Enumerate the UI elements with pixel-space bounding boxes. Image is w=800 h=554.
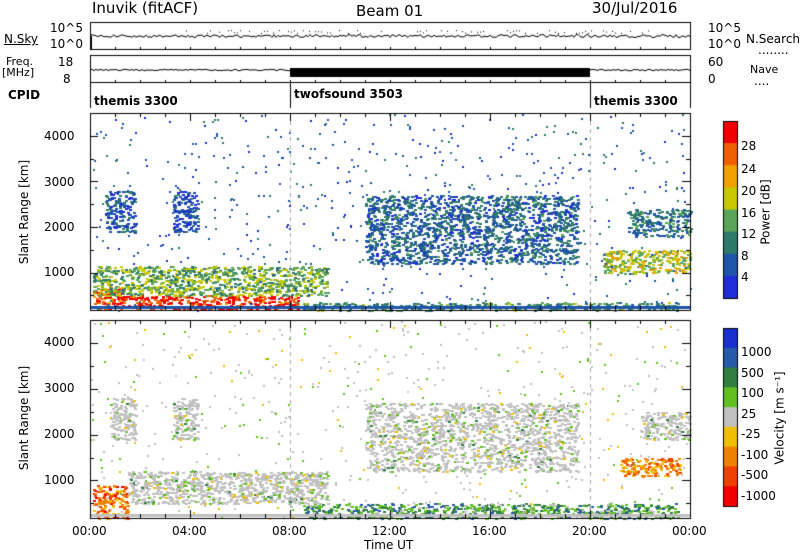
date-title: 30/Jul/2016 — [592, 0, 678, 17]
vel-ylabel: Slant Range [km] — [17, 365, 32, 471]
power-cbar-4: 4 — [741, 270, 749, 284]
power-cbar-16: 16 — [741, 206, 757, 220]
cpid-segment-2: twofsound 3503 — [294, 87, 403, 101]
freq-tick-bottom: 8 — [63, 72, 71, 86]
nave-legend-dots: .... — [754, 74, 770, 88]
power-cbar-28: 28 — [741, 139, 757, 153]
power-cbar-24: 24 — [741, 162, 757, 176]
power-cbar-20: 20 — [741, 184, 757, 198]
xtick-2000: 20:00 — [572, 524, 607, 538]
nave-tick-top: 60 — [708, 55, 724, 69]
station-title: Inuvik (fitACF) — [92, 0, 199, 17]
xtick-0000: 00:00 — [72, 524, 107, 538]
vel-cbar-neg100: -100 — [741, 448, 769, 462]
cpid-label: CPID — [8, 88, 41, 102]
vel-cbar-label: Velocity [m s⁻¹] — [772, 371, 787, 465]
vel-ytick-3000: 3000 — [44, 381, 75, 395]
xaxis-label: Time UT — [364, 538, 414, 552]
vel-ytick-4000: 4000 — [44, 335, 75, 349]
vel-ytick-1000: 1000 — [44, 473, 75, 487]
power-cbar-label: Power [dB] — [758, 179, 773, 245]
cpid-segment-1: themis 3300 — [94, 94, 178, 108]
nsky-tick-top: 10^5 — [50, 21, 83, 35]
cpid-segment-3: themis 3300 — [594, 94, 678, 108]
vel-cbar-1000: 1000 — [741, 345, 772, 359]
power-ytick-3000: 3000 — [44, 175, 75, 189]
vel-ytick-2000: 2000 — [44, 427, 75, 441]
vel-cbar-neg500: -500 — [741, 468, 769, 482]
vel-cbar-500: 500 — [741, 366, 764, 380]
freq-label: Freq. — [6, 55, 34, 68]
vel-cbar-neg1000: -1000 — [741, 489, 776, 503]
nave-label: Nave — [750, 63, 779, 76]
nave-tick-bottom: 0 — [708, 72, 716, 86]
xtick-0800: 08:00 — [272, 524, 307, 538]
freq-unit: [MHz] — [2, 66, 35, 79]
vel-cbar-25: 25 — [741, 407, 757, 421]
power-ytick-2000: 2000 — [44, 220, 75, 234]
power-cbar-8: 8 — [741, 249, 749, 263]
power-ytick-1000: 1000 — [44, 265, 75, 279]
vel-cbar-neg25: -25 — [741, 427, 761, 441]
vel-cbar-100: 100 — [741, 386, 764, 400]
power-cbar-12: 12 — [741, 227, 757, 241]
xtick-2400: 00:00 — [672, 524, 707, 538]
nsearch-legend-dots: ........ — [758, 43, 789, 57]
nsearch-tick-top: 10^5 — [708, 21, 741, 35]
xtick-1200: 12:00 — [372, 524, 407, 538]
nsky-label: N.Sky — [4, 32, 39, 46]
nsearch-tick-bottom: 10^0 — [708, 37, 741, 51]
nsearch-label: N.Search — [746, 32, 800, 46]
freq-tick-top: 18 — [58, 55, 74, 69]
power-ylabel: Slant Range [km] — [17, 159, 32, 265]
xtick-1600: 16:00 — [472, 524, 507, 538]
power-ytick-4000: 4000 — [44, 129, 75, 143]
nsky-tick-bottom: 10^0 — [50, 37, 83, 51]
beam-title: Beam 01 — [356, 2, 424, 20]
xtick-0400: 04:00 — [172, 524, 207, 538]
